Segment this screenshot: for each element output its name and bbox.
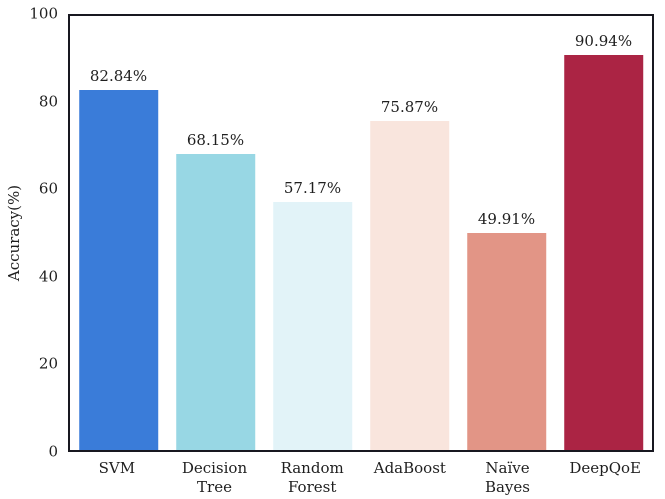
bar-random-forest [272, 201, 353, 450]
bar-value-label: 49.91% [477, 210, 536, 229]
y-tick-label: 100 [29, 4, 58, 23]
y-tick-label: 0 [48, 442, 58, 461]
x-tick-label: AdaBoost [373, 459, 446, 477]
y-axis-ticks: 0 20 40 60 80 100 [0, 6, 58, 459]
x-tick-label: SVM [98, 459, 136, 477]
y-tick-label: 60 [38, 179, 58, 198]
x-tick-label: DeepQoE [569, 459, 641, 477]
bar-value-label: 75.87% [380, 97, 439, 116]
x-tick-label: Random Forest [280, 459, 344, 496]
bar-adaboost [369, 120, 450, 450]
bar-slot: 68.15% [167, 16, 264, 450]
x-axis-ticks: SVM Decision Tree Random Forest AdaBoost Naïve… [68, 459, 654, 499]
bar-value-label: 68.15% [186, 131, 245, 150]
x-tick-label: Naïve Bayes [484, 459, 530, 496]
plot-area: 82.84% 68.15% 57.17% 75.87% 49.91% 90.94% [68, 14, 654, 452]
bar-slot: 57.17% [264, 16, 361, 450]
bar-slot: 90.94% [555, 16, 652, 450]
bar-na-ve-bayes [466, 233, 547, 450]
bar-value-label: 57.17% [283, 178, 342, 197]
y-tick-label: 80 [38, 92, 58, 111]
bar-decision-tree [175, 154, 256, 450]
bar-slot: 82.84% [70, 16, 167, 450]
bar-value-label: 82.84% [89, 67, 148, 86]
bar-value-label: 90.94% [574, 32, 633, 51]
y-tick-label: 20 [38, 354, 58, 373]
bar-slot: 49.91% [458, 16, 555, 450]
bar-slot: 75.87% [361, 16, 458, 450]
bar-deepqoe [563, 55, 644, 450]
y-tick-label: 40 [38, 267, 58, 286]
x-tick-label: Decision Tree [181, 459, 248, 496]
bar-svm [78, 90, 159, 450]
